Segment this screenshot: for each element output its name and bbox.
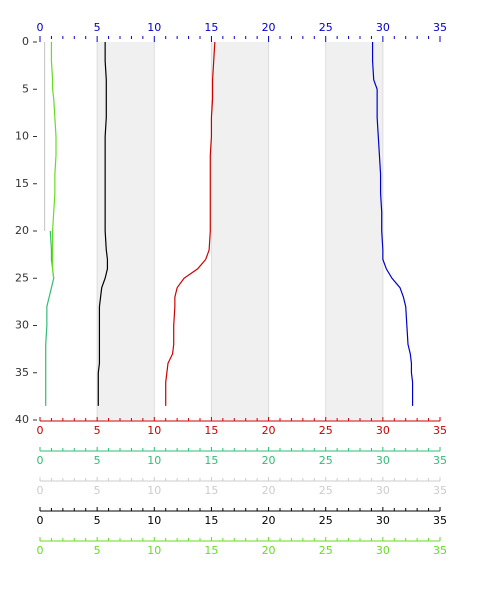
x-tick-label: 10 [147,544,161,557]
y-tick-label: 15 [15,177,29,190]
y-tick-label: 30 [15,319,29,332]
x-tick-label: 25 [319,544,333,557]
x-tick-label: 5 [94,514,101,527]
x-tick-label: 15 [204,21,218,34]
x-tick-label: 5 [94,544,101,557]
x-tick-label: 35 [433,454,447,467]
x-tick-label: 20 [262,484,276,497]
x-tick-label: 35 [433,424,447,437]
x-tick-label: 35 [433,21,447,34]
profile-line [97,42,109,406]
profile-line [50,42,57,279]
y-tick-label: 20 [15,224,29,237]
x-tick-label: 30 [376,514,390,527]
x-tick-label: 35 [433,514,447,527]
x-tick-label: 5 [94,424,101,437]
x-tick-label: 10 [147,454,161,467]
x-tick-label: 0 [37,454,44,467]
x-tick-label: 5 [94,484,101,497]
y-tick-label: 35 [15,366,29,379]
x-tick-label: 30 [376,454,390,467]
x-tick-label: 0 [37,21,44,34]
x-tick-label: 25 [319,424,333,437]
x-tick-label: 25 [319,454,333,467]
x-tick-label: 10 [147,514,161,527]
y-tick-label: 40 [15,413,29,426]
x-tick-label: 0 [37,484,44,497]
x-tick-label: 30 [376,544,390,557]
x-tick-label: 30 [376,424,390,437]
x-tick-label: 15 [204,454,218,467]
x-tick-label: 30 [376,484,390,497]
x-tick-label: 0 [37,514,44,527]
x-tick-label: 25 [319,21,333,34]
x-tick-label: 0 [37,544,44,557]
profile-line [45,230,55,406]
profile-line [371,42,414,406]
x-tick-label: 0 [37,424,44,437]
x-tick-label: 10 [147,21,161,34]
x-tick-label: 25 [319,484,333,497]
x-tick-label: 20 [262,514,276,527]
x-tick-label: 20 [262,454,276,467]
x-tick-label: 15 [204,514,218,527]
x-tick-label: 10 [147,484,161,497]
x-tick-label: 10 [147,424,161,437]
x-tick-label: 20 [262,424,276,437]
x-tick-label: 15 [204,424,218,437]
band [211,42,269,420]
x-tick-label: 20 [262,21,276,34]
y-tick-label: 25 [15,271,29,284]
x-tick-label: 30 [376,21,390,34]
x-tick-label: 20 [262,544,276,557]
x-tick-label: 5 [94,21,101,34]
y-tick-label: 0 [22,35,29,48]
y-tick-label: 5 [22,82,29,95]
y-tick-label: 10 [15,130,29,143]
x-tick-label: 15 [204,544,218,557]
x-tick-label: 15 [204,484,218,497]
x-tick-label: 5 [94,454,101,467]
profile-line [165,41,216,406]
x-tick-label: 25 [319,514,333,527]
band [325,42,383,420]
x-tick-label: 35 [433,544,447,557]
x-tick-label: 35 [433,484,447,497]
